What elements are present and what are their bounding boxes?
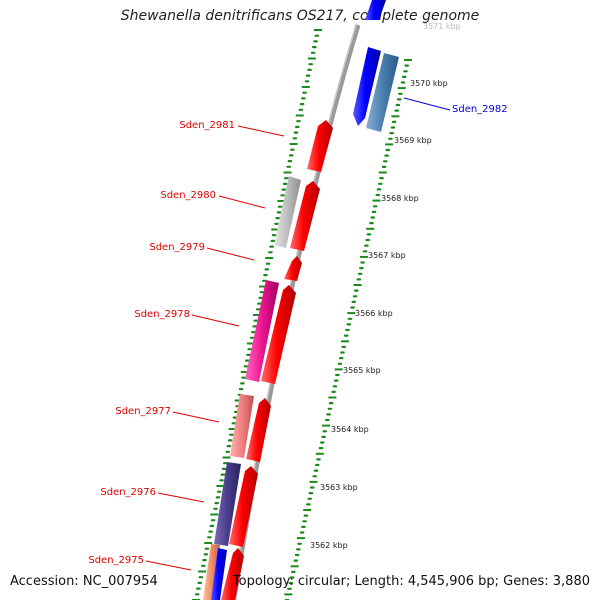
gene-sden-2979[interactable]	[284, 256, 302, 281]
gene-sden-2976[interactable]	[214, 462, 241, 546]
gene-label-sden-2979: Sden_2979	[149, 242, 205, 253]
kbp-label: 3566 kbp	[355, 309, 393, 318]
kbp-label-3571: 3571 kbp	[423, 22, 461, 31]
kbp-label: 3564 kbp	[331, 425, 369, 434]
kbp-label: 3568 kbp	[381, 194, 419, 203]
gene-sden-2978[interactable]	[245, 280, 279, 382]
gene-sden-2978-forward[interactable]	[261, 285, 296, 384]
gene-sden-2975-forward[interactable]	[221, 548, 244, 600]
kbp-label: 3563 kbp	[320, 483, 358, 492]
gene-sden-2976-forward[interactable]	[229, 466, 258, 547]
kbp-label: 3565 kbp	[343, 366, 381, 375]
accession-text: Accession: NC_007954	[10, 574, 158, 589]
topology-text: Topology: circular; Length: 4,545,906 bp…	[232, 574, 590, 589]
gene-label-sden-2975: Sden_2975	[88, 555, 144, 566]
map-title: Shewanella denitrificans OS217, complete…	[120, 8, 480, 24]
gene-sden-2975[interactable]	[203, 544, 227, 600]
gene-label-sden-2980: Sden_2980	[160, 190, 216, 201]
gene-label-sden-2982: Sden_2982	[452, 104, 508, 115]
gene-sden-2981[interactable]	[307, 120, 333, 172]
gene-sden-2982-top[interactable]	[365, 0, 386, 20]
kbp-label: 3562 kbp	[310, 541, 348, 550]
gene-label-sden-2981: Sden_2981	[179, 120, 235, 131]
kbp-ruler: 3571 kbp 3570 kbp 3569 kbp 3568 kbp 3567…	[310, 22, 461, 550]
gene-label-sden-2977: Sden_2977	[115, 406, 171, 417]
gene-sden-2982-blue[interactable]	[353, 47, 381, 126]
gene-sden-2980-forward[interactable]	[290, 181, 320, 251]
kbp-label: 3570 kbp	[410, 79, 448, 88]
gene-sden-2977-forward[interactable]	[246, 398, 271, 462]
gene-sden-2980[interactable]	[274, 176, 301, 248]
kbp-label: 3567 kbp	[368, 251, 406, 260]
gene-leader-lines	[145, 97, 451, 571]
gene-sden-2977[interactable]	[230, 394, 254, 458]
gene-label-sden-2976: Sden_2976	[100, 487, 156, 498]
gene-sden-2982[interactable]	[366, 53, 399, 132]
gene-labels: Sden_2982 Sden_2981 Sden_2980 Sden_2979 …	[88, 104, 507, 566]
gene-label-sden-2978: Sden_2978	[134, 309, 190, 320]
kbp-label: 3569 kbp	[394, 136, 432, 145]
